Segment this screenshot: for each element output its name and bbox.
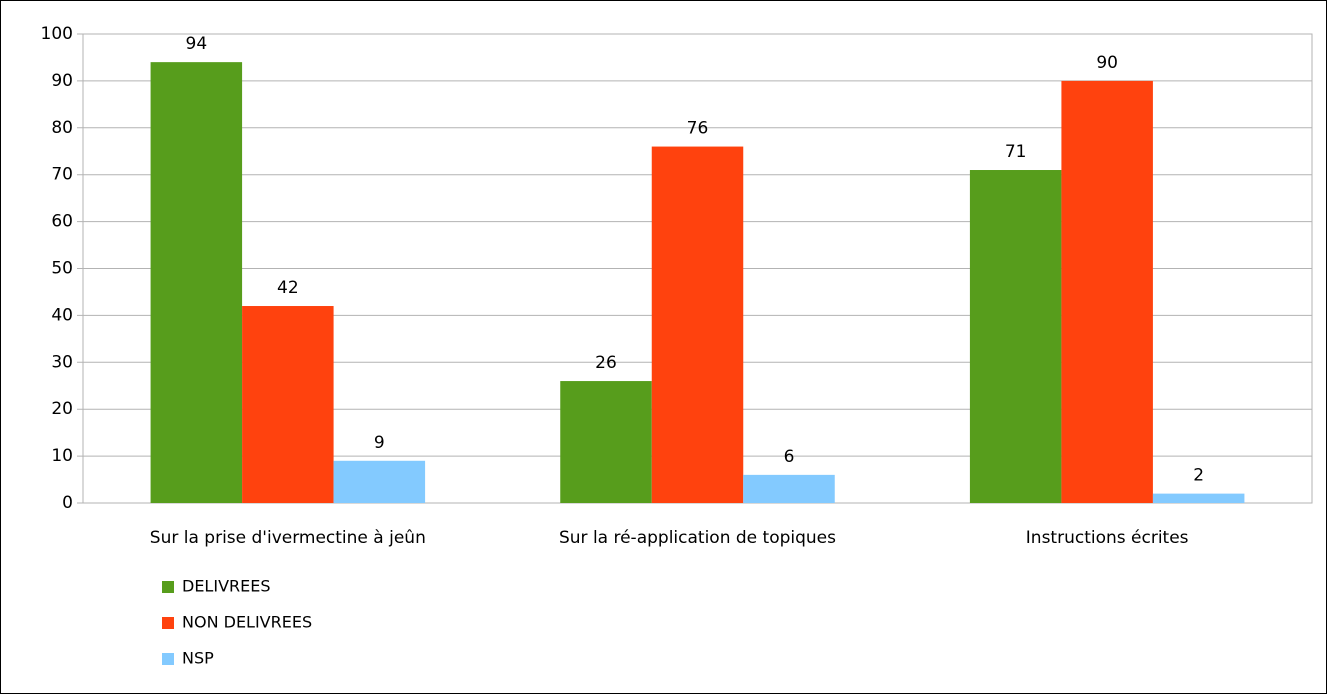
data-label: 6 — [784, 447, 795, 467]
legend-swatch — [162, 617, 174, 629]
data-label: 2 — [1193, 466, 1204, 486]
data-label: 26 — [595, 353, 617, 373]
bar — [333, 460, 426, 503]
x-tick-label: Instructions écrites — [1026, 528, 1189, 548]
bar — [150, 62, 243, 503]
data-label: 42 — [277, 278, 299, 298]
y-tick-label: 10 — [51, 446, 73, 466]
y-tick-label: 100 — [41, 24, 73, 44]
bar — [1152, 493, 1245, 503]
legend-swatch — [162, 653, 174, 665]
data-label: 90 — [1096, 53, 1118, 73]
data-label: 94 — [186, 34, 208, 54]
y-tick-label: 0 — [62, 493, 73, 513]
bar — [969, 170, 1062, 503]
bar — [743, 474, 835, 503]
y-tick-label: 60 — [51, 212, 73, 232]
bar — [560, 381, 652, 503]
y-tick-label: 30 — [51, 352, 73, 372]
bar — [242, 306, 334, 503]
data-label: 76 — [687, 119, 709, 139]
y-tick-label: 40 — [51, 305, 73, 325]
data-label: 71 — [1005, 142, 1027, 162]
data-label: 9 — [374, 433, 385, 453]
y-tick-label: 80 — [51, 118, 73, 138]
y-tick-label: 90 — [51, 71, 73, 91]
y-tick-label: 20 — [51, 399, 73, 419]
x-tick-label: Sur la prise d'ivermectine à jeûn — [150, 528, 426, 548]
bar — [1061, 80, 1153, 504]
y-tick-label: 70 — [51, 165, 73, 185]
legend-label: NON DELIVREES — [182, 613, 312, 632]
legend-swatch — [162, 581, 174, 593]
x-tick-label: Sur la ré-application de topiques — [559, 528, 836, 548]
legend-label: DELIVREES — [182, 577, 271, 596]
bar — [651, 146, 744, 503]
y-tick-label: 50 — [51, 259, 73, 279]
legend-label: NSP — [182, 649, 214, 668]
